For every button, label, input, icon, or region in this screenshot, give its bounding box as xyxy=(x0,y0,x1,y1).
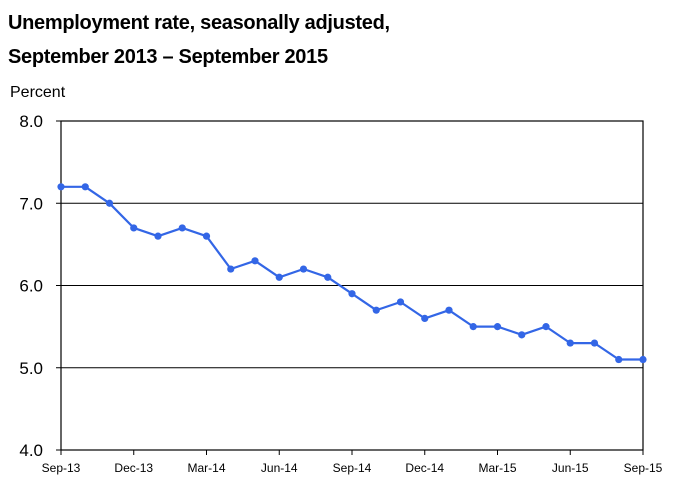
x-tick-label: Mar-15 xyxy=(478,461,516,475)
data-point xyxy=(130,224,138,232)
data-point xyxy=(178,224,186,232)
x-tick-labels: Sep-13 Dec-13 Mar-14 Jun-14 Sep-14 Dec-14 Mar-… xyxy=(42,450,663,475)
y-tick-label: 6.0 xyxy=(19,277,43,296)
data-point xyxy=(372,306,380,314)
y-tick-label: 7.0 xyxy=(19,194,43,213)
y-tick-label: 8.0 xyxy=(19,112,43,131)
x-tick-label: Sep-15 xyxy=(624,461,663,475)
data-point xyxy=(518,331,526,339)
data-point xyxy=(202,232,211,240)
y-tick-label: 5.0 xyxy=(19,359,43,378)
data-point xyxy=(421,314,429,322)
data-point xyxy=(590,339,599,347)
data-series xyxy=(57,183,647,364)
y-tick-label: 4.0 xyxy=(19,441,43,460)
chart-title-block: Unemployment rate, seasonally adjusted, … xyxy=(8,6,390,74)
data-point xyxy=(105,199,114,207)
x-tick-label: Dec-13 xyxy=(114,461,153,475)
data-point xyxy=(81,183,89,191)
data-point xyxy=(445,306,453,314)
data-point xyxy=(227,265,235,273)
data-point xyxy=(299,265,308,273)
data-point xyxy=(154,232,162,240)
data-point xyxy=(493,323,502,331)
data-point xyxy=(615,355,623,364)
series-line xyxy=(61,185,643,361)
y-axis-label: Percent xyxy=(10,84,66,101)
gridlines xyxy=(61,202,643,369)
data-point xyxy=(348,290,356,298)
x-tick-label: Dec-14 xyxy=(405,461,444,475)
data-point xyxy=(639,355,647,364)
chart-subtitle: September 2013 – September 2015 xyxy=(8,46,328,68)
data-point xyxy=(469,323,477,331)
data-point xyxy=(324,273,332,281)
x-tick-label: Sep-13 xyxy=(42,461,81,475)
data-point xyxy=(542,323,550,331)
y-tick-labels: 8.0 7.0 6.0 5.0 4.0 xyxy=(19,112,61,460)
x-tick-label: Jun-15 xyxy=(552,461,589,475)
data-point xyxy=(396,298,405,306)
data-point xyxy=(275,273,283,281)
x-tick-label: Sep-14 xyxy=(333,461,372,475)
data-point xyxy=(566,339,574,347)
data-point xyxy=(251,257,259,265)
x-tick-label: Mar-14 xyxy=(187,461,225,475)
x-tick-label: Jun-14 xyxy=(261,461,298,475)
chart-title: Unemployment rate, seasonally adjusted, xyxy=(8,12,390,34)
data-point xyxy=(57,183,65,191)
